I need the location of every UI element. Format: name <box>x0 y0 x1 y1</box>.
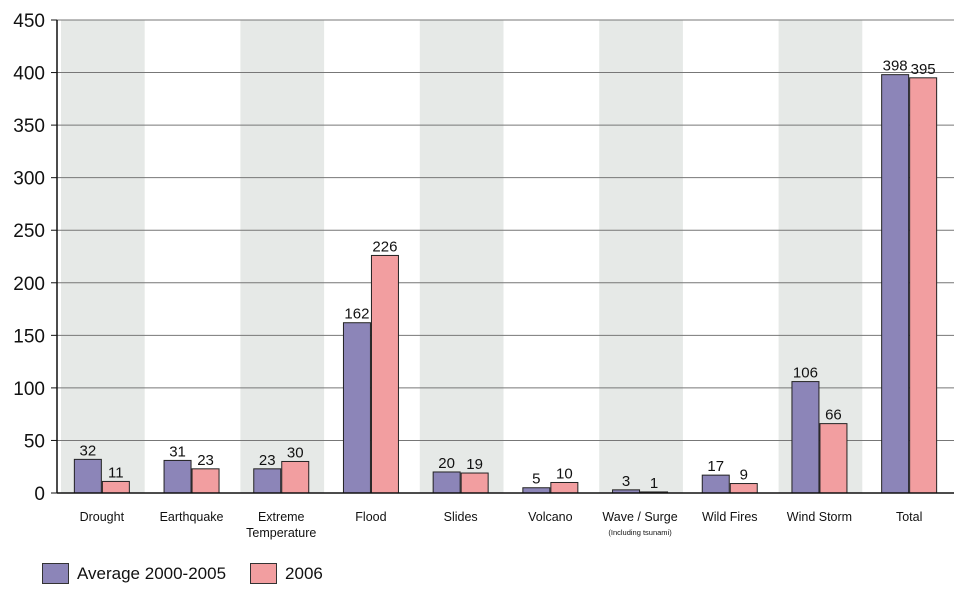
data-label: 10 <box>556 465 573 482</box>
data-label: 5 <box>532 471 540 488</box>
x-tick-label: Extreme <box>258 510 305 524</box>
background-band <box>599 20 683 493</box>
background-band <box>419 20 504 493</box>
bar-series-1 <box>729 483 758 494</box>
y-tick-labels: 0 50 100 150 200 250 300 350 400 450 <box>13 11 45 505</box>
x-tick-label: Earthquake <box>160 510 224 524</box>
y-tick-label: 150 <box>13 326 45 347</box>
bar-series-1 <box>191 468 220 494</box>
legend-swatch-series-1 <box>250 563 278 584</box>
x-tick-label: Wild Fires <box>702 510 758 524</box>
data-label: 30 <box>287 444 304 461</box>
y-tick-label: 200 <box>13 274 45 295</box>
bar-series-0 <box>701 474 730 494</box>
bar-series-0 <box>791 381 820 494</box>
background-band <box>778 20 863 493</box>
bar-series-1 <box>101 480 130 494</box>
y-tick-label: 50 <box>24 431 45 452</box>
legend-label-series-0: Average 2000-2005 <box>77 563 227 583</box>
x-tick-label: Temperature <box>246 526 316 540</box>
background-band <box>240 20 325 493</box>
legend-swatch-series-0 <box>42 563 69 584</box>
bar-series-1 <box>460 472 489 494</box>
bar-series-1 <box>909 77 938 494</box>
data-label: 162 <box>344 306 369 323</box>
x-category-labels: Drought Earthquake Extreme Temperature Flood… <box>80 510 923 540</box>
bar-series-1 <box>281 460 310 494</box>
data-label: 226 <box>372 238 397 255</box>
axes <box>56 20 954 494</box>
data-label: 3 <box>622 473 630 490</box>
bar-series-0 <box>73 458 102 494</box>
bar-series-0 <box>432 471 461 494</box>
legend-item-series-1: 2006 <box>250 563 323 584</box>
data-label: 9 <box>740 467 748 484</box>
bar-series-0 <box>522 487 551 494</box>
gridlines <box>51 19 954 494</box>
bar-series-1 <box>370 254 399 494</box>
bar-series-0 <box>253 468 282 494</box>
data-label: 20 <box>438 455 455 472</box>
background-band <box>61 20 145 493</box>
x-tick-sublabel: (Including tsunami) <box>608 528 672 537</box>
data-label: 23 <box>259 452 276 469</box>
data-label: 1 <box>650 475 658 492</box>
data-label: 31 <box>169 443 186 460</box>
x-tick-label: Drought <box>80 510 125 524</box>
y-tick-label: 0 <box>34 484 45 505</box>
bar-series-1 <box>819 423 848 494</box>
data-label: 395 <box>911 61 936 78</box>
legend-label-series-1: 2006 <box>285 563 323 583</box>
bar-series-0 <box>881 74 910 494</box>
y-tick-label: 100 <box>13 379 45 400</box>
data-label: 19 <box>466 456 483 473</box>
x-tick-label: Slides <box>444 510 478 524</box>
data-label: 32 <box>80 442 97 459</box>
bar-series-0 <box>163 459 192 494</box>
background-bands <box>61 20 863 493</box>
bars <box>73 74 938 494</box>
data-label: 11 <box>108 464 124 481</box>
x-tick-label: Flood <box>355 510 386 524</box>
bar-series-0 <box>342 322 371 494</box>
legend-item-series-0: Average 2000-2005 <box>42 563 226 584</box>
y-tick-label: 400 <box>13 64 45 85</box>
x-tick-label: Wave / Surge <box>602 510 677 524</box>
data-label: 106 <box>793 365 818 382</box>
data-label: 23 <box>197 452 214 469</box>
y-tick-label: 300 <box>13 169 45 190</box>
y-tick-label: 450 <box>13 11 45 32</box>
y-tick-label: 250 <box>13 221 45 242</box>
x-tick-label: Volcano <box>528 510 573 524</box>
x-tick-label: Total <box>896 510 922 524</box>
y-tick-label: 350 <box>13 116 45 137</box>
data-label: 398 <box>883 58 908 75</box>
data-label: 17 <box>707 458 724 475</box>
x-tick-label: Wind Storm <box>787 510 852 524</box>
data-label: 66 <box>825 407 842 424</box>
bar-series-1 <box>550 481 579 494</box>
legend: Average 2000-2005 2006 <box>42 563 347 584</box>
